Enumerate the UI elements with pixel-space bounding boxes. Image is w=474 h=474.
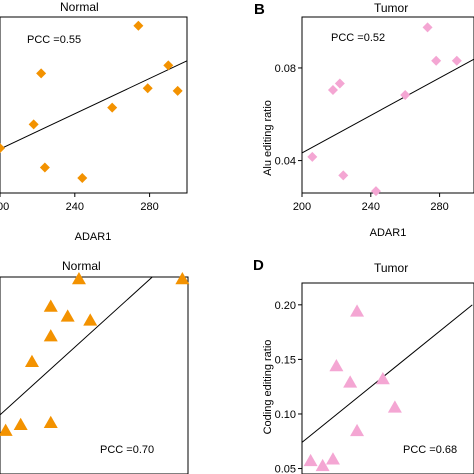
- y-tick-label: 0.08: [275, 63, 296, 75]
- scatter-point: [327, 84, 338, 95]
- scatter-point: [13, 417, 28, 430]
- scatter-point: [83, 313, 98, 326]
- scatter-point: [303, 453, 318, 467]
- scatter-point: [0, 423, 13, 436]
- x-tick-label: 240: [362, 201, 380, 213]
- plot-frame: [301, 282, 474, 474]
- chart-title: Normal: [62, 259, 101, 273]
- scatter-point: [60, 309, 75, 322]
- scatter-point: [142, 83, 153, 94]
- scatter-point: [43, 299, 58, 312]
- scatter-point: [338, 170, 349, 181]
- y-axis-label: Alu editing ratio: [262, 100, 274, 176]
- scatter-point: [315, 458, 330, 472]
- scatter-point: [370, 186, 381, 197]
- panel-d-tumor-coding: D Tumor PCC =0.68 Coding editing ratio 0…: [253, 257, 474, 474]
- scatter-point: [77, 173, 88, 184]
- scatter-point: [431, 55, 442, 66]
- y-tick-label: 0.20: [275, 300, 296, 312]
- scatter-point: [172, 85, 183, 96]
- plot-frame: [0, 276, 189, 474]
- scatter-point: [325, 452, 340, 465]
- x-tick-label: 280: [140, 201, 158, 213]
- trend-line: [301, 58, 474, 154]
- chart-title: Normal: [60, 0, 99, 14]
- scatter-point: [387, 400, 402, 413]
- panel-a-normal-alu: Normal PCC =0.55 ADAR1 200 240 280: [0, 0, 188, 243]
- pcc-annotation: PCC =0.55: [27, 34, 81, 46]
- x-axis-label: ADAR1: [370, 227, 407, 239]
- plot-frame: [301, 16, 474, 194]
- y-tick-label: 0.04: [275, 156, 296, 168]
- x-tick-label: 200: [293, 201, 311, 213]
- x-tick-label: 280: [430, 201, 448, 213]
- panel-c-normal-coding: Normal PCC =0.70: [0, 259, 190, 474]
- pcc-annotation: PCC =0.52: [331, 32, 385, 44]
- scatter-point: [24, 354, 39, 367]
- pcc-annotation: PCC =0.68: [403, 444, 457, 456]
- scatter-point: [43, 415, 58, 429]
- scatter-points: [0, 271, 190, 436]
- panel-letter-d: D: [253, 257, 264, 274]
- chart-title: Tumor: [374, 1, 408, 15]
- scatter-point: [39, 162, 50, 173]
- scatter-points: 0.05 0.10 0.15 0.20: [275, 300, 473, 474]
- x-tick-label: 200: [0, 201, 9, 213]
- y-axis-label: Coding editing ratio: [262, 340, 274, 435]
- scatter-point: [71, 271, 86, 285]
- scatter-point: [350, 304, 365, 317]
- scatter-point: [107, 102, 118, 113]
- y-tick-label: 0.15: [275, 354, 296, 366]
- scatter-point: [163, 60, 174, 71]
- scatter-point: [422, 22, 433, 33]
- y-tick-label: 0.10: [275, 409, 296, 421]
- scatter-point: [334, 78, 345, 89]
- scatter-point: [400, 90, 411, 101]
- scatter-point: [350, 423, 365, 437]
- scatter-point: [375, 372, 390, 385]
- scatter-point: [133, 20, 144, 31]
- panel-b-tumor-alu: B Tumor PCC =0.52 ADAR1 Alu editing rati…: [254, 1, 474, 239]
- scatter-point: [43, 329, 58, 342]
- scatter-point: [0, 143, 5, 154]
- scatter-point: [451, 55, 462, 66]
- trend-line: [301, 304, 473, 443]
- scatter-point: [329, 358, 344, 372]
- panel-letter-b: B: [254, 1, 265, 18]
- scatter-point: [307, 151, 318, 162]
- x-axis-label: ADAR1: [75, 231, 112, 243]
- chart-title: Tumor: [374, 261, 408, 275]
- scatter-points: 200 240 280: [0, 20, 188, 213]
- scatter-point: [175, 271, 190, 285]
- y-tick-label: 0.05: [275, 464, 296, 474]
- plot-frame: [0, 16, 188, 194]
- scatter-point: [343, 375, 358, 388]
- scatter-point: [28, 119, 39, 130]
- x-tick-label: 240: [66, 201, 84, 213]
- pcc-annotation: PCC =0.70: [100, 444, 154, 456]
- scatter-point: [36, 68, 47, 79]
- scatter-points: 200 240 280 0.04 0.08: [275, 22, 474, 213]
- trend-line: [0, 60, 188, 150]
- trend-line: [0, 276, 153, 416]
